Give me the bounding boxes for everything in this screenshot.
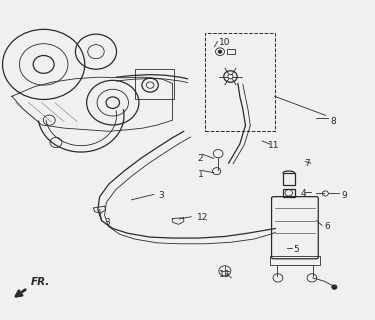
Text: 10: 10 bbox=[219, 38, 231, 47]
Bar bbox=[270, 256, 320, 265]
Text: 7: 7 bbox=[304, 159, 310, 168]
Circle shape bbox=[228, 74, 233, 79]
Text: 6: 6 bbox=[325, 222, 330, 231]
Text: 8: 8 bbox=[330, 117, 336, 126]
Text: 5: 5 bbox=[293, 245, 299, 254]
Bar bbox=[283, 173, 295, 186]
Bar bbox=[135, 69, 174, 100]
Bar bbox=[227, 49, 235, 54]
Text: 1: 1 bbox=[198, 170, 204, 179]
Text: 3: 3 bbox=[104, 218, 110, 227]
Text: 4: 4 bbox=[300, 189, 306, 198]
Text: 2: 2 bbox=[198, 154, 203, 163]
Text: 12: 12 bbox=[197, 213, 208, 222]
Bar bbox=[283, 189, 295, 197]
Text: FR.: FR. bbox=[31, 277, 50, 287]
Text: 11: 11 bbox=[268, 141, 279, 150]
Text: 9: 9 bbox=[342, 190, 347, 200]
Circle shape bbox=[218, 50, 222, 53]
Bar bbox=[206, 33, 274, 131]
Circle shape bbox=[332, 285, 337, 289]
Text: 13: 13 bbox=[219, 270, 231, 279]
Text: 3: 3 bbox=[159, 190, 164, 200]
